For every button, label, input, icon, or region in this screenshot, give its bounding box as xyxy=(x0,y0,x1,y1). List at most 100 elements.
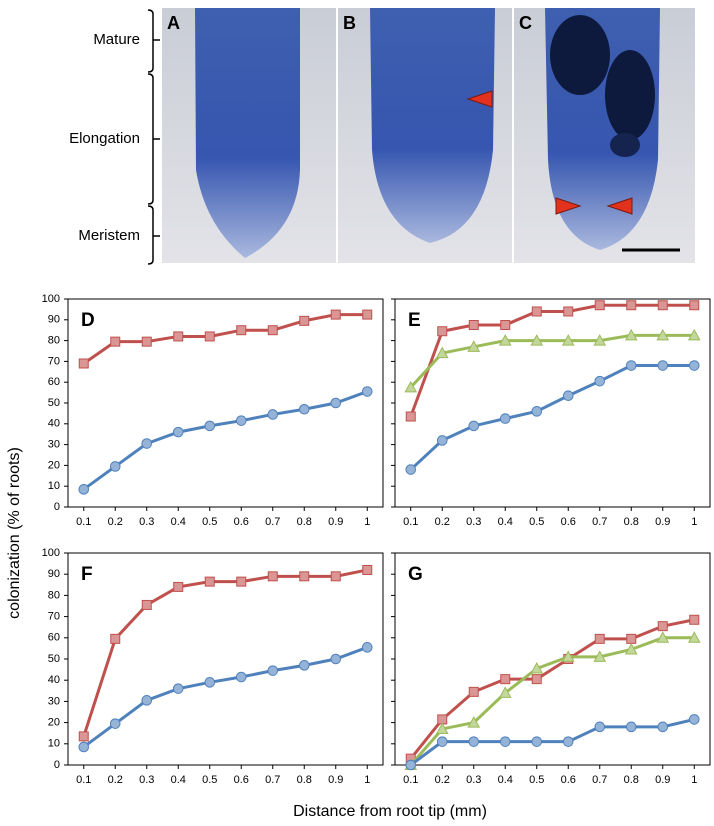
y-tick-label: 100 xyxy=(42,547,60,559)
x-tick-label: 0.1 xyxy=(403,516,418,528)
y-tick-label: 20 xyxy=(48,459,60,471)
series-line xyxy=(409,303,695,418)
marker xyxy=(468,736,480,747)
series-line xyxy=(409,618,695,760)
marker xyxy=(626,300,637,311)
marker xyxy=(688,714,700,725)
marker xyxy=(499,736,511,747)
bracket xyxy=(147,205,160,265)
marker xyxy=(267,665,279,676)
zone-label: Mature xyxy=(93,31,140,48)
marker xyxy=(173,581,184,592)
marker xyxy=(235,671,247,683)
marker xyxy=(405,411,416,422)
marker xyxy=(657,721,669,733)
marker xyxy=(563,306,574,317)
marker xyxy=(498,334,512,346)
x-tick-label: 0.8 xyxy=(297,774,312,786)
x-tick-label: 0.9 xyxy=(328,774,343,786)
panel-label: D xyxy=(81,310,95,331)
marker xyxy=(110,633,121,644)
marker xyxy=(141,599,152,610)
marker xyxy=(78,358,89,369)
marker xyxy=(141,336,152,347)
y-tick-label: 10 xyxy=(48,480,60,492)
panel-label: B xyxy=(343,13,356,33)
marker xyxy=(625,360,637,371)
series-line xyxy=(82,390,368,491)
bracket xyxy=(147,9,160,73)
x-axis-label: Distance from root tip (mm) xyxy=(293,803,487,820)
y-tick-label: 40 xyxy=(48,418,60,430)
marker xyxy=(657,300,668,311)
series-line xyxy=(409,364,695,471)
marker xyxy=(688,360,700,371)
zone-label: Meristem xyxy=(78,227,140,244)
marker xyxy=(110,336,121,347)
marker xyxy=(656,328,670,341)
arrowhead xyxy=(555,197,582,215)
marker xyxy=(361,386,373,397)
marker xyxy=(267,325,278,336)
panel-label: E xyxy=(408,310,421,331)
marker xyxy=(531,674,542,685)
x-tick-label: 1 xyxy=(364,774,370,786)
x-tick-label: 0.6 xyxy=(234,774,249,786)
marker xyxy=(172,426,184,438)
marker xyxy=(204,331,215,342)
marker xyxy=(405,759,417,771)
x-tick-label: 0.4 xyxy=(498,774,513,786)
x-tick-label: 1 xyxy=(691,516,697,528)
marker xyxy=(330,653,342,665)
marker xyxy=(687,631,701,643)
series-line xyxy=(409,636,695,766)
marker xyxy=(593,650,607,662)
marker xyxy=(500,674,511,685)
marker xyxy=(330,309,341,320)
dark-cell xyxy=(610,133,640,157)
marker xyxy=(593,334,607,346)
x-tick-label: 0.5 xyxy=(202,774,217,786)
x-tick-label: 0.3 xyxy=(466,516,481,528)
marker xyxy=(405,464,417,475)
marker xyxy=(141,695,153,706)
x-tick-label: 0.8 xyxy=(297,516,312,528)
marker xyxy=(624,642,638,655)
marker xyxy=(78,741,90,753)
y-tick-label: 80 xyxy=(48,589,60,601)
x-tick-label: 0.1 xyxy=(403,774,418,786)
marker xyxy=(299,571,310,582)
marker xyxy=(625,721,637,733)
panel-label: C xyxy=(519,13,532,33)
zone-label: Elongation xyxy=(69,130,140,147)
x-tick-label: 0.2 xyxy=(108,516,123,528)
root-b xyxy=(370,8,495,243)
marker xyxy=(531,736,543,747)
marker xyxy=(298,403,310,415)
marker xyxy=(657,360,669,371)
marker xyxy=(689,614,700,625)
marker xyxy=(236,576,247,587)
marker xyxy=(626,633,637,644)
x-tick-label: 0.8 xyxy=(624,774,639,786)
marker xyxy=(330,397,342,409)
panel-label: A xyxy=(167,13,180,33)
marker xyxy=(467,716,481,728)
marker xyxy=(562,390,574,402)
marker xyxy=(624,328,638,341)
x-tick-label: 0.4 xyxy=(171,516,186,528)
marker xyxy=(468,686,479,697)
series-line xyxy=(409,717,695,767)
y-tick-label: 0 xyxy=(54,759,60,771)
y-tick-label: 100 xyxy=(42,293,60,305)
marker xyxy=(236,325,247,336)
x-tick-label: 0.7 xyxy=(592,774,607,786)
marker xyxy=(468,420,480,432)
marker xyxy=(594,375,606,387)
marker xyxy=(687,328,701,341)
dark-cell xyxy=(550,15,610,95)
dark-cell xyxy=(605,50,655,140)
panel-label: F xyxy=(81,564,93,585)
x-tick-label: 0.2 xyxy=(435,774,450,786)
